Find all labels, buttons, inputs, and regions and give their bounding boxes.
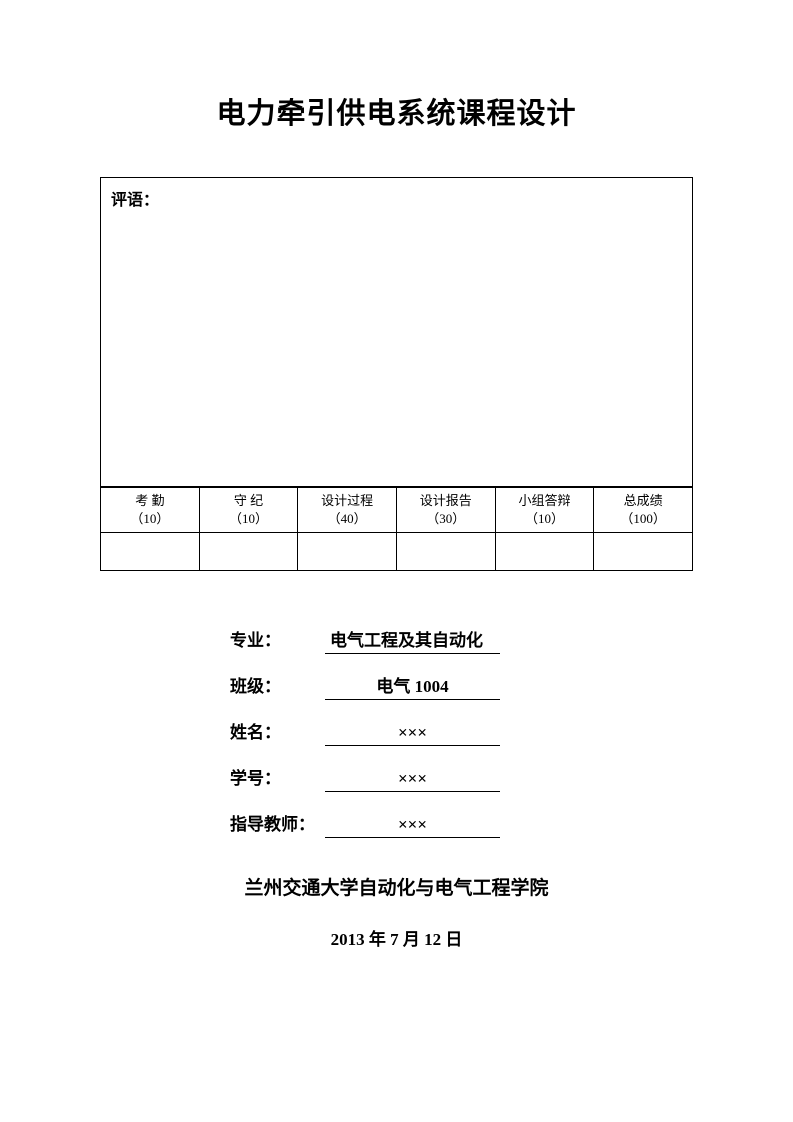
score-val-discipline	[199, 533, 298, 571]
score-value-row	[101, 533, 693, 571]
info-student-id: 学号： ×××	[230, 764, 693, 792]
document-date: 2013 年 7 月 12 日	[100, 925, 693, 950]
name-value: ×××	[325, 723, 500, 746]
score-col-defense: 小组答辩（10）	[495, 488, 594, 533]
info-name: 姓名： ×××	[230, 718, 693, 746]
comment-box: 评语：	[100, 177, 693, 487]
score-col-report: 设计报告（30）	[396, 488, 495, 533]
score-val-report	[396, 533, 495, 571]
score-val-total	[594, 533, 693, 571]
info-class: 班级： 电气 1004	[230, 672, 693, 700]
info-advisor: 指导教师： ×××	[230, 810, 693, 838]
info-section: 专业： 电气工程及其自动化 班级： 电气 1004 姓名： ××× 学号： ××…	[100, 626, 693, 838]
score-val-defense	[495, 533, 594, 571]
document-title: 电力牵引供电系统课程设计	[100, 90, 693, 132]
score-col-total: 总成绩（100）	[594, 488, 693, 533]
score-col-discipline: 守 纪（10）	[199, 488, 298, 533]
score-table: 考 勤（10） 守 纪（10） 设计过程（40） 设计报告（30） 小组答辩（1…	[100, 487, 693, 571]
info-major: 专业： 电气工程及其自动化	[230, 626, 693, 654]
score-val-process	[298, 533, 397, 571]
score-val-attendance	[101, 533, 200, 571]
institution-name: 兰州交通大学自动化与电气工程学院	[100, 873, 693, 900]
class-value: 电气 1004	[325, 672, 500, 700]
student-id-value: ×××	[325, 769, 500, 792]
score-col-attendance: 考 勤（10）	[101, 488, 200, 533]
score-header-row: 考 勤（10） 守 纪（10） 设计过程（40） 设计报告（30） 小组答辩（1…	[101, 488, 693, 533]
comment-label: 评语：	[111, 186, 159, 210]
advisor-value: ×××	[325, 815, 500, 838]
major-value: 电气工程及其自动化	[325, 626, 500, 654]
score-col-process: 设计过程（40）	[298, 488, 397, 533]
